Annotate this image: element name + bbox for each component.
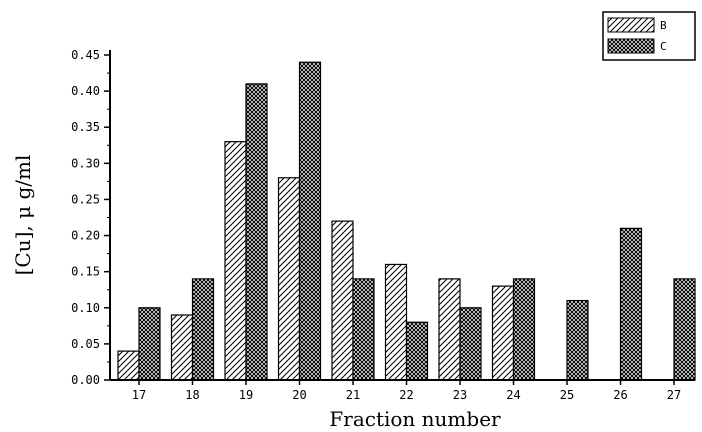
y-tick-label-0.20: 0.20	[71, 229, 100, 243]
legend-label-b: B	[660, 19, 667, 32]
bar-c-22	[405, 321, 429, 381]
y-tick-label-0.15: 0.15	[71, 265, 100, 279]
bar-c-26	[619, 227, 643, 381]
bar-b-18	[170, 314, 194, 381]
y-tick-label-0.00: 0.00	[71, 373, 100, 387]
x-tick-label-24: 24	[506, 388, 520, 402]
legend-swatch-b	[607, 17, 655, 33]
x-axis-label: Fraction number	[329, 407, 501, 431]
x-tick-label-26: 26	[613, 388, 627, 402]
bars-layer	[117, 61, 696, 381]
x-tick-label-19: 19	[239, 388, 253, 402]
legend-label-c: C	[660, 40, 667, 53]
x-tick-label-23: 23	[453, 388, 467, 402]
bar-c-24	[512, 278, 536, 381]
bar-b-22	[384, 263, 408, 381]
x-tick-label-22: 22	[399, 388, 413, 402]
bar-c-25	[566, 299, 589, 381]
y-tick-label-0.05: 0.05	[71, 337, 100, 351]
bar-c-23	[459, 307, 482, 381]
x-tick-label-27: 27	[667, 388, 681, 402]
bar-c-20	[298, 61, 322, 381]
bar-b-21	[331, 220, 354, 381]
legend: B C	[602, 11, 696, 61]
y-tick-label-0.30: 0.30	[71, 156, 100, 170]
bar-c-19	[245, 83, 268, 381]
bar-c-17	[138, 307, 161, 381]
x-tick-label-20: 20	[292, 388, 306, 402]
bar-b-23	[438, 278, 461, 381]
y-tick-label-0.10: 0.10	[71, 301, 100, 315]
x-tick-label-17: 17	[132, 388, 146, 402]
legend-swatch-c	[607, 38, 655, 54]
x-tick-label-21: 21	[346, 388, 360, 402]
y-axis-label: [Cu], μ g/ml	[11, 155, 35, 276]
bar-b-20	[277, 177, 301, 381]
y-tick-label-0.40: 0.40	[71, 84, 100, 98]
y-tick-label-0.35: 0.35	[71, 120, 100, 134]
bar-c-21	[352, 278, 375, 381]
x-tick-label-18: 18	[185, 388, 199, 402]
bar-c-18	[191, 278, 215, 381]
bar-b-19	[224, 141, 247, 381]
x-tick-label-25: 25	[560, 388, 574, 402]
bar-b-24	[491, 285, 515, 381]
y-tick-label-0.25: 0.25	[71, 192, 100, 206]
axes-layer: 0.00 0.05 0.10 0.15 0.20 0.25 0.30 0.35 0.40 0.45…	[71, 48, 695, 402]
bar-b-17	[117, 350, 140, 381]
bar-c-27	[673, 278, 696, 381]
y-tick-label-0.45: 0.45	[71, 48, 100, 62]
